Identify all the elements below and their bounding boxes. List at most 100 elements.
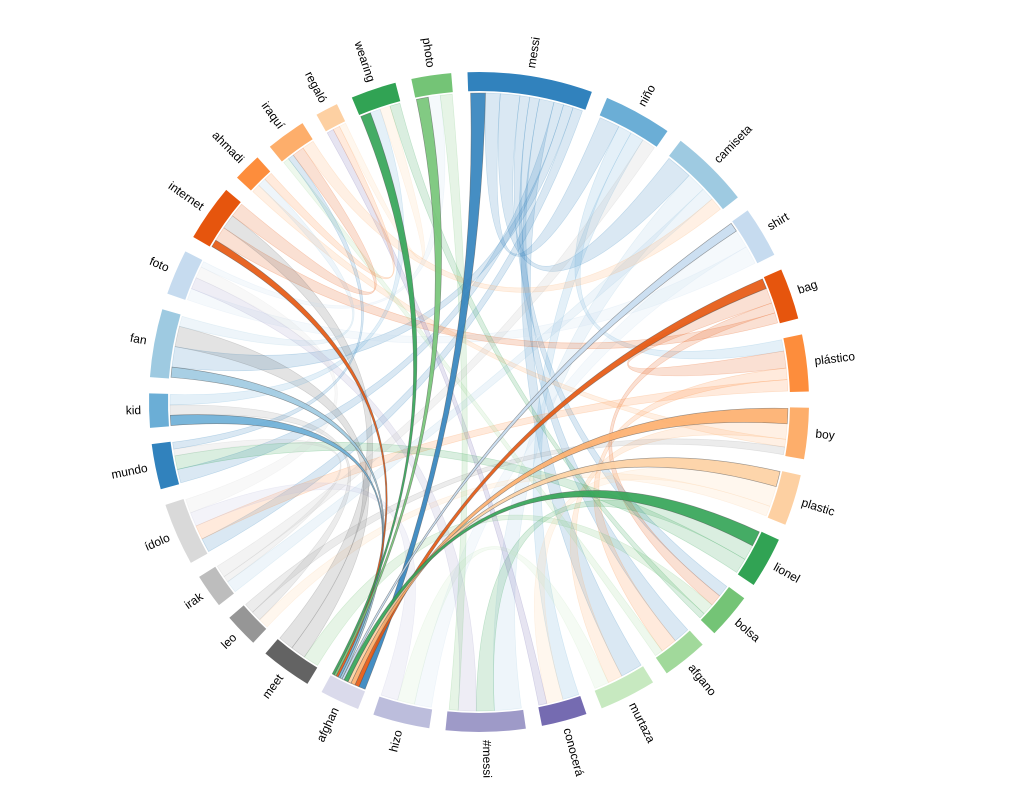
group-arc xyxy=(167,251,203,300)
group-arc xyxy=(316,104,346,132)
chord xyxy=(283,158,663,657)
chord xyxy=(201,107,583,552)
group-label: ídolo xyxy=(142,530,172,553)
chord xyxy=(179,178,355,346)
group-arc xyxy=(767,471,801,525)
chord xyxy=(326,129,548,706)
group-label: ahmadi xyxy=(209,128,247,166)
chord xyxy=(343,490,760,683)
chord xyxy=(245,438,786,613)
chord xyxy=(475,499,753,712)
chords xyxy=(169,92,789,712)
group-arc xyxy=(373,696,433,729)
chord xyxy=(190,482,416,701)
group-label: plástico xyxy=(814,349,856,368)
group-label: wearing xyxy=(351,39,378,84)
group-label: foto xyxy=(147,254,171,275)
group-label: #messi xyxy=(480,740,495,778)
group-arc xyxy=(700,586,745,634)
group-arc xyxy=(236,157,271,191)
chord xyxy=(358,92,486,690)
chord xyxy=(304,514,713,666)
group-arc xyxy=(149,393,169,428)
group-label: bag xyxy=(796,277,820,297)
group-arc xyxy=(165,498,208,563)
chord xyxy=(223,215,373,649)
chord xyxy=(174,441,746,573)
group-label: irak xyxy=(182,589,207,612)
group-label: boy xyxy=(815,427,836,443)
group-label: camiseta xyxy=(711,122,755,166)
group-label: messi xyxy=(524,36,543,69)
group-label: iraquí xyxy=(259,99,288,132)
group-arc xyxy=(763,269,799,324)
chord xyxy=(172,154,364,450)
group-arc xyxy=(669,140,738,210)
group-arc xyxy=(737,531,779,585)
group-label: plastic xyxy=(800,495,837,518)
chord xyxy=(191,277,477,712)
group-label: lionel xyxy=(771,560,802,586)
group-label: hizo xyxy=(386,728,405,753)
group-arc xyxy=(594,666,654,709)
group-label: murtaza xyxy=(626,700,658,745)
group-arc xyxy=(193,189,241,247)
group-arc xyxy=(445,709,526,733)
group-label: afghan xyxy=(314,705,342,744)
chord xyxy=(231,147,377,295)
chord xyxy=(519,96,689,642)
chord xyxy=(532,132,644,700)
chord xyxy=(227,188,713,593)
chord xyxy=(341,222,737,681)
chord xyxy=(493,174,704,711)
chord xyxy=(574,126,785,360)
group-label: fan xyxy=(129,331,148,348)
group-label: shirt xyxy=(765,209,792,233)
group-label: bolsa xyxy=(732,616,763,645)
group-label: internet xyxy=(166,179,207,214)
group-arc xyxy=(149,309,181,379)
chord xyxy=(333,96,442,677)
chord xyxy=(259,472,771,628)
chord xyxy=(264,125,395,280)
group-arc xyxy=(599,97,668,147)
chord xyxy=(397,546,609,705)
group-arc xyxy=(265,639,318,684)
group-arc xyxy=(732,210,775,264)
group-arc xyxy=(321,675,366,710)
group-arc xyxy=(269,123,313,162)
chord xyxy=(173,439,342,583)
group-arc xyxy=(411,73,453,98)
chord xyxy=(484,92,620,257)
group-label: conocerá xyxy=(561,726,587,778)
chord xyxy=(185,266,338,514)
chord xyxy=(331,112,418,676)
chord xyxy=(174,325,369,658)
group-arc xyxy=(467,72,592,110)
chord xyxy=(498,93,690,272)
group-arc xyxy=(151,441,180,490)
chord xyxy=(389,102,705,619)
group-arc xyxy=(351,82,401,116)
group-label: mundo xyxy=(110,461,149,482)
chord xyxy=(187,246,756,344)
group-label: kid xyxy=(126,403,142,417)
group-arc xyxy=(229,605,267,643)
group-arc xyxy=(199,566,234,606)
chord xyxy=(195,379,789,540)
group-arc xyxy=(655,630,703,674)
chord xyxy=(521,98,642,677)
chord xyxy=(216,139,655,578)
chord xyxy=(338,105,425,260)
chord xyxy=(414,230,747,708)
group-label: photo xyxy=(420,37,438,69)
group-arc xyxy=(538,696,587,726)
chord xyxy=(177,101,564,484)
group-label: leo xyxy=(218,630,239,651)
group-arc xyxy=(783,334,809,393)
chord xyxy=(608,302,776,606)
group-label: afgano xyxy=(685,661,719,699)
focus-chords xyxy=(169,92,789,690)
group-arc xyxy=(785,407,809,460)
